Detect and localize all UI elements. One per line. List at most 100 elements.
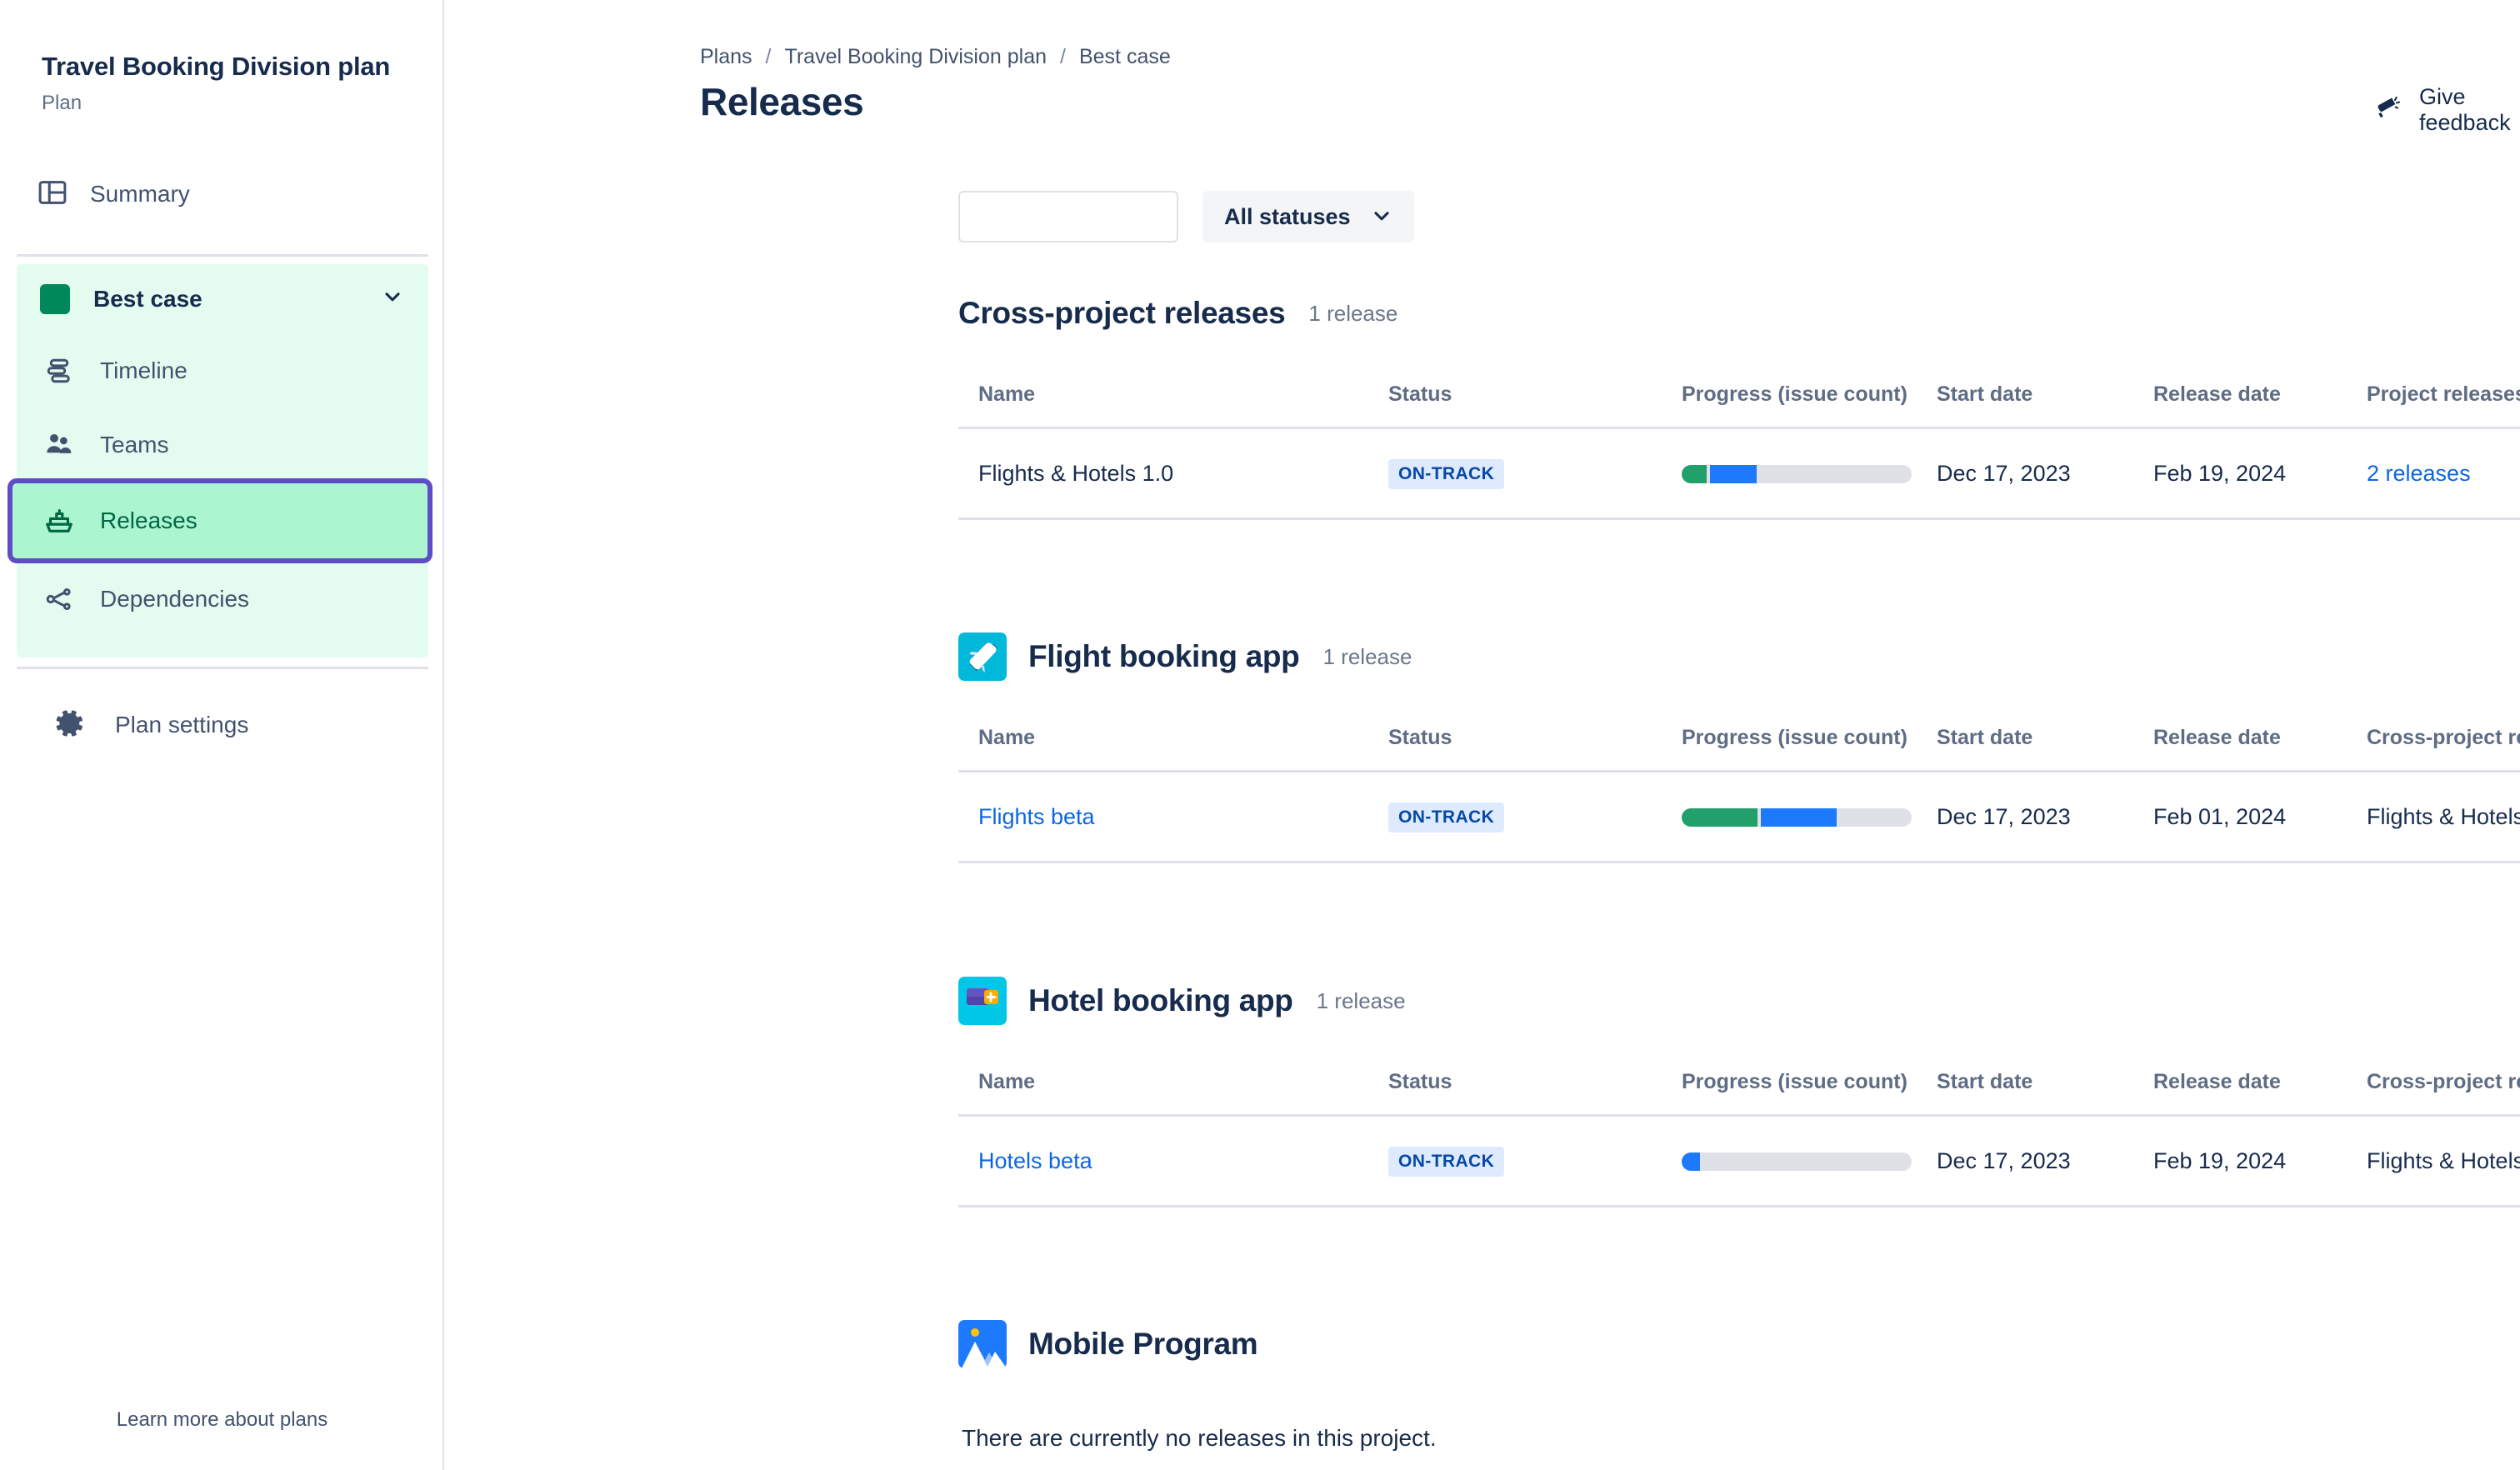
releases-ship-icon: [42, 503, 77, 538]
status-filter-label: All statuses: [1224, 203, 1351, 229]
scenario-selector-best-case[interactable]: Best case: [17, 264, 428, 334]
section-header: Hotel booking app 1 release Create relea…: [958, 973, 2520, 1028]
release-release-date: Feb 19, 2024: [2153, 1148, 2287, 1173]
section-title: Flight booking app: [1028, 639, 1300, 673]
column-header-start-date: Start date: [1937, 1070, 2033, 1093]
column-header-name: Name: [978, 382, 1036, 406]
release-project-releases-cell: 2 releases: [2367, 428, 2520, 518]
column-header-start-date: Start date: [1937, 382, 2033, 406]
search-input-wrapper[interactable]: [958, 191, 1264, 242]
chevron-down-icon[interactable]: [382, 286, 403, 313]
sidebar: Travel Booking Division plan Plan Summar…: [0, 0, 444, 1470]
release-name-link[interactable]: Hotels beta: [978, 1148, 1092, 1173]
table-row[interactable]: Hotels beta ON-TRACK Dec 17, 2023 Feb 19…: [958, 1115, 2520, 1206]
breadcrumb-item-scenario[interactable]: Best case: [1078, 45, 1171, 68]
release-start-date: Dec 17, 2023: [1937, 1148, 2071, 1173]
release-status-cell: ON-TRACK: [1388, 428, 1682, 518]
column-header-release-date: Release date: [2153, 726, 2281, 749]
flight-booking-app-releases-table: Name Status Progress (issue count) Start…: [958, 724, 2520, 863]
sidebar-item-timeline-label: Timeline: [100, 358, 188, 383]
sidebar-item-dependencies[interactable]: Dependencies: [17, 562, 428, 636]
release-status-cell: ON-TRACK: [1388, 1115, 1682, 1206]
progress-segment-done: [1682, 464, 1708, 483]
release-release-date: Feb 19, 2024: [2153, 461, 2287, 486]
sidebar-item-releases[interactable]: Releases: [8, 478, 432, 563]
dependencies-icon: [42, 582, 77, 617]
sidebar-item-summary[interactable]: Summary: [17, 167, 428, 222]
status-badge: ON-TRACK: [1388, 802, 1505, 832]
sidebar-item-timeline[interactable]: Timeline: [17, 334, 428, 408]
sidebar-item-teams-label: Teams: [100, 432, 169, 458]
table-header-row: Name Status Progress (issue count) Start…: [958, 381, 2520, 428]
release-name: Flights & Hotels 1.0: [978, 461, 1174, 486]
breadcrumb-item-plans[interactable]: Plans: [700, 45, 752, 68]
project-releases-link[interactable]: 2 releases: [2367, 461, 2471, 486]
table-header-row: Name Status Progress (issue count) Start…: [958, 1068, 2520, 1115]
flight-booking-app-avatar: [958, 632, 1007, 681]
sidebar-item-teams[interactable]: Teams: [17, 408, 428, 482]
table-row[interactable]: Flights & Hotels 1.0 ON-TRACK Dec 17, 20…: [958, 428, 2520, 518]
section-title: Cross-project releases: [958, 296, 1286, 330]
search-input[interactable]: [973, 204, 1242, 229]
breadcrumb-separator: /: [1060, 45, 1066, 68]
status-badge: ON-TRACK: [1388, 458, 1505, 489]
column-header-project-releases: Project releases: [2367, 382, 2520, 406]
section-hotel-booking-app: Hotel booking app 1 release Create relea…: [958, 973, 2520, 1208]
cross-project-releases-table: Name Status Progress (issue count) Start…: [958, 381, 2520, 520]
empty-state-message: There are currently no releases in this …: [962, 1425, 1437, 1451]
megaphone-icon: [2372, 92, 2404, 128]
release-progress-cell: [1682, 428, 1937, 518]
column-header-start-date: Start date: [1937, 726, 2033, 749]
sidebar-item-plan-settings[interactable]: Plan settings: [17, 692, 428, 758]
section-header: Mobile Program Create release: [958, 1317, 2520, 1372]
summary-icon: [37, 177, 68, 212]
section-header: Cross-project releases 1 release Create …: [958, 286, 2520, 341]
give-feedback-button[interactable]: Give feedback: [2372, 84, 2520, 136]
progress-segment-inprogress: [1710, 464, 1757, 483]
teams-icon: [42, 428, 77, 462]
column-header-name: Name: [978, 1070, 1036, 1093]
sidebar-divider-top: [17, 254, 428, 257]
section-flight-booking-app: Flight booking app 1 release Create rele…: [958, 629, 2520, 863]
column-header-status: Status: [1388, 382, 1452, 406]
column-header-release-date: Release date: [2153, 382, 2281, 406]
column-header-status: Status: [1388, 726, 1452, 749]
section-release-count: 1 release: [1316, 988, 1406, 1013]
column-header-progress: Progress (issue count): [1682, 726, 1908, 749]
sidebar-divider-bottom: [17, 667, 428, 669]
section-release-count: 1 release: [1322, 643, 1412, 669]
sidebar-item-dependencies-label: Dependencies: [100, 586, 250, 612]
progress-segment-inprogress: [1682, 1152, 1701, 1171]
release-name-cell: Hotels beta: [958, 1115, 1388, 1206]
release-cross-project-release: Flights & Hotels 1.0: [2367, 804, 2520, 829]
status-filter-dropdown[interactable]: All statuses: [1202, 191, 1414, 242]
column-header-progress: Progress (issue count): [1682, 382, 1908, 406]
breadcrumb-item-plan[interactable]: Travel Booking Division plan: [784, 45, 1048, 68]
mobile-program-avatar: [958, 1320, 1007, 1368]
section-mobile-program: Mobile Program Create release There are …: [958, 1317, 2520, 1452]
release-progress-cell: [1682, 771, 1937, 862]
section-release-count: 1 release: [1308, 300, 1398, 326]
plan-subtitle: Plan: [42, 92, 82, 114]
progress-segment-done: [1682, 808, 1758, 827]
breadcrumb: Plans / Travel Booking Division plan / B…: [700, 45, 1171, 69]
gear-icon: [53, 707, 87, 744]
section-title: Hotel booking app: [1028, 983, 1293, 1018]
release-name-cell: Flights beta: [958, 771, 1388, 862]
column-header-status: Status: [1388, 1070, 1452, 1093]
table-header-row: Name Status Progress (issue count) Start…: [958, 724, 2520, 771]
timeline-icon: [42, 353, 77, 388]
release-start-date: Dec 17, 2023: [1937, 804, 2071, 829]
progress-bar: [1682, 1152, 1912, 1171]
sidebar-item-releases-label: Releases: [100, 508, 198, 533]
scenario-label: Best case: [93, 286, 202, 312]
release-name-link[interactable]: Flights beta: [978, 804, 1095, 829]
table-row[interactable]: Flights beta ON-TRACK Dec 17, 2023 Feb 0…: [958, 771, 2520, 862]
sidebar-item-plan-settings-label: Plan settings: [115, 712, 249, 738]
status-badge: ON-TRACK: [1388, 1146, 1505, 1177]
hotel-booking-app-avatar: [958, 977, 1007, 1025]
progress-bar: [1682, 464, 1912, 483]
give-feedback-label: Give feedback: [2419, 84, 2511, 135]
learn-more-link[interactable]: Learn more about plans: [116, 1408, 328, 1431]
